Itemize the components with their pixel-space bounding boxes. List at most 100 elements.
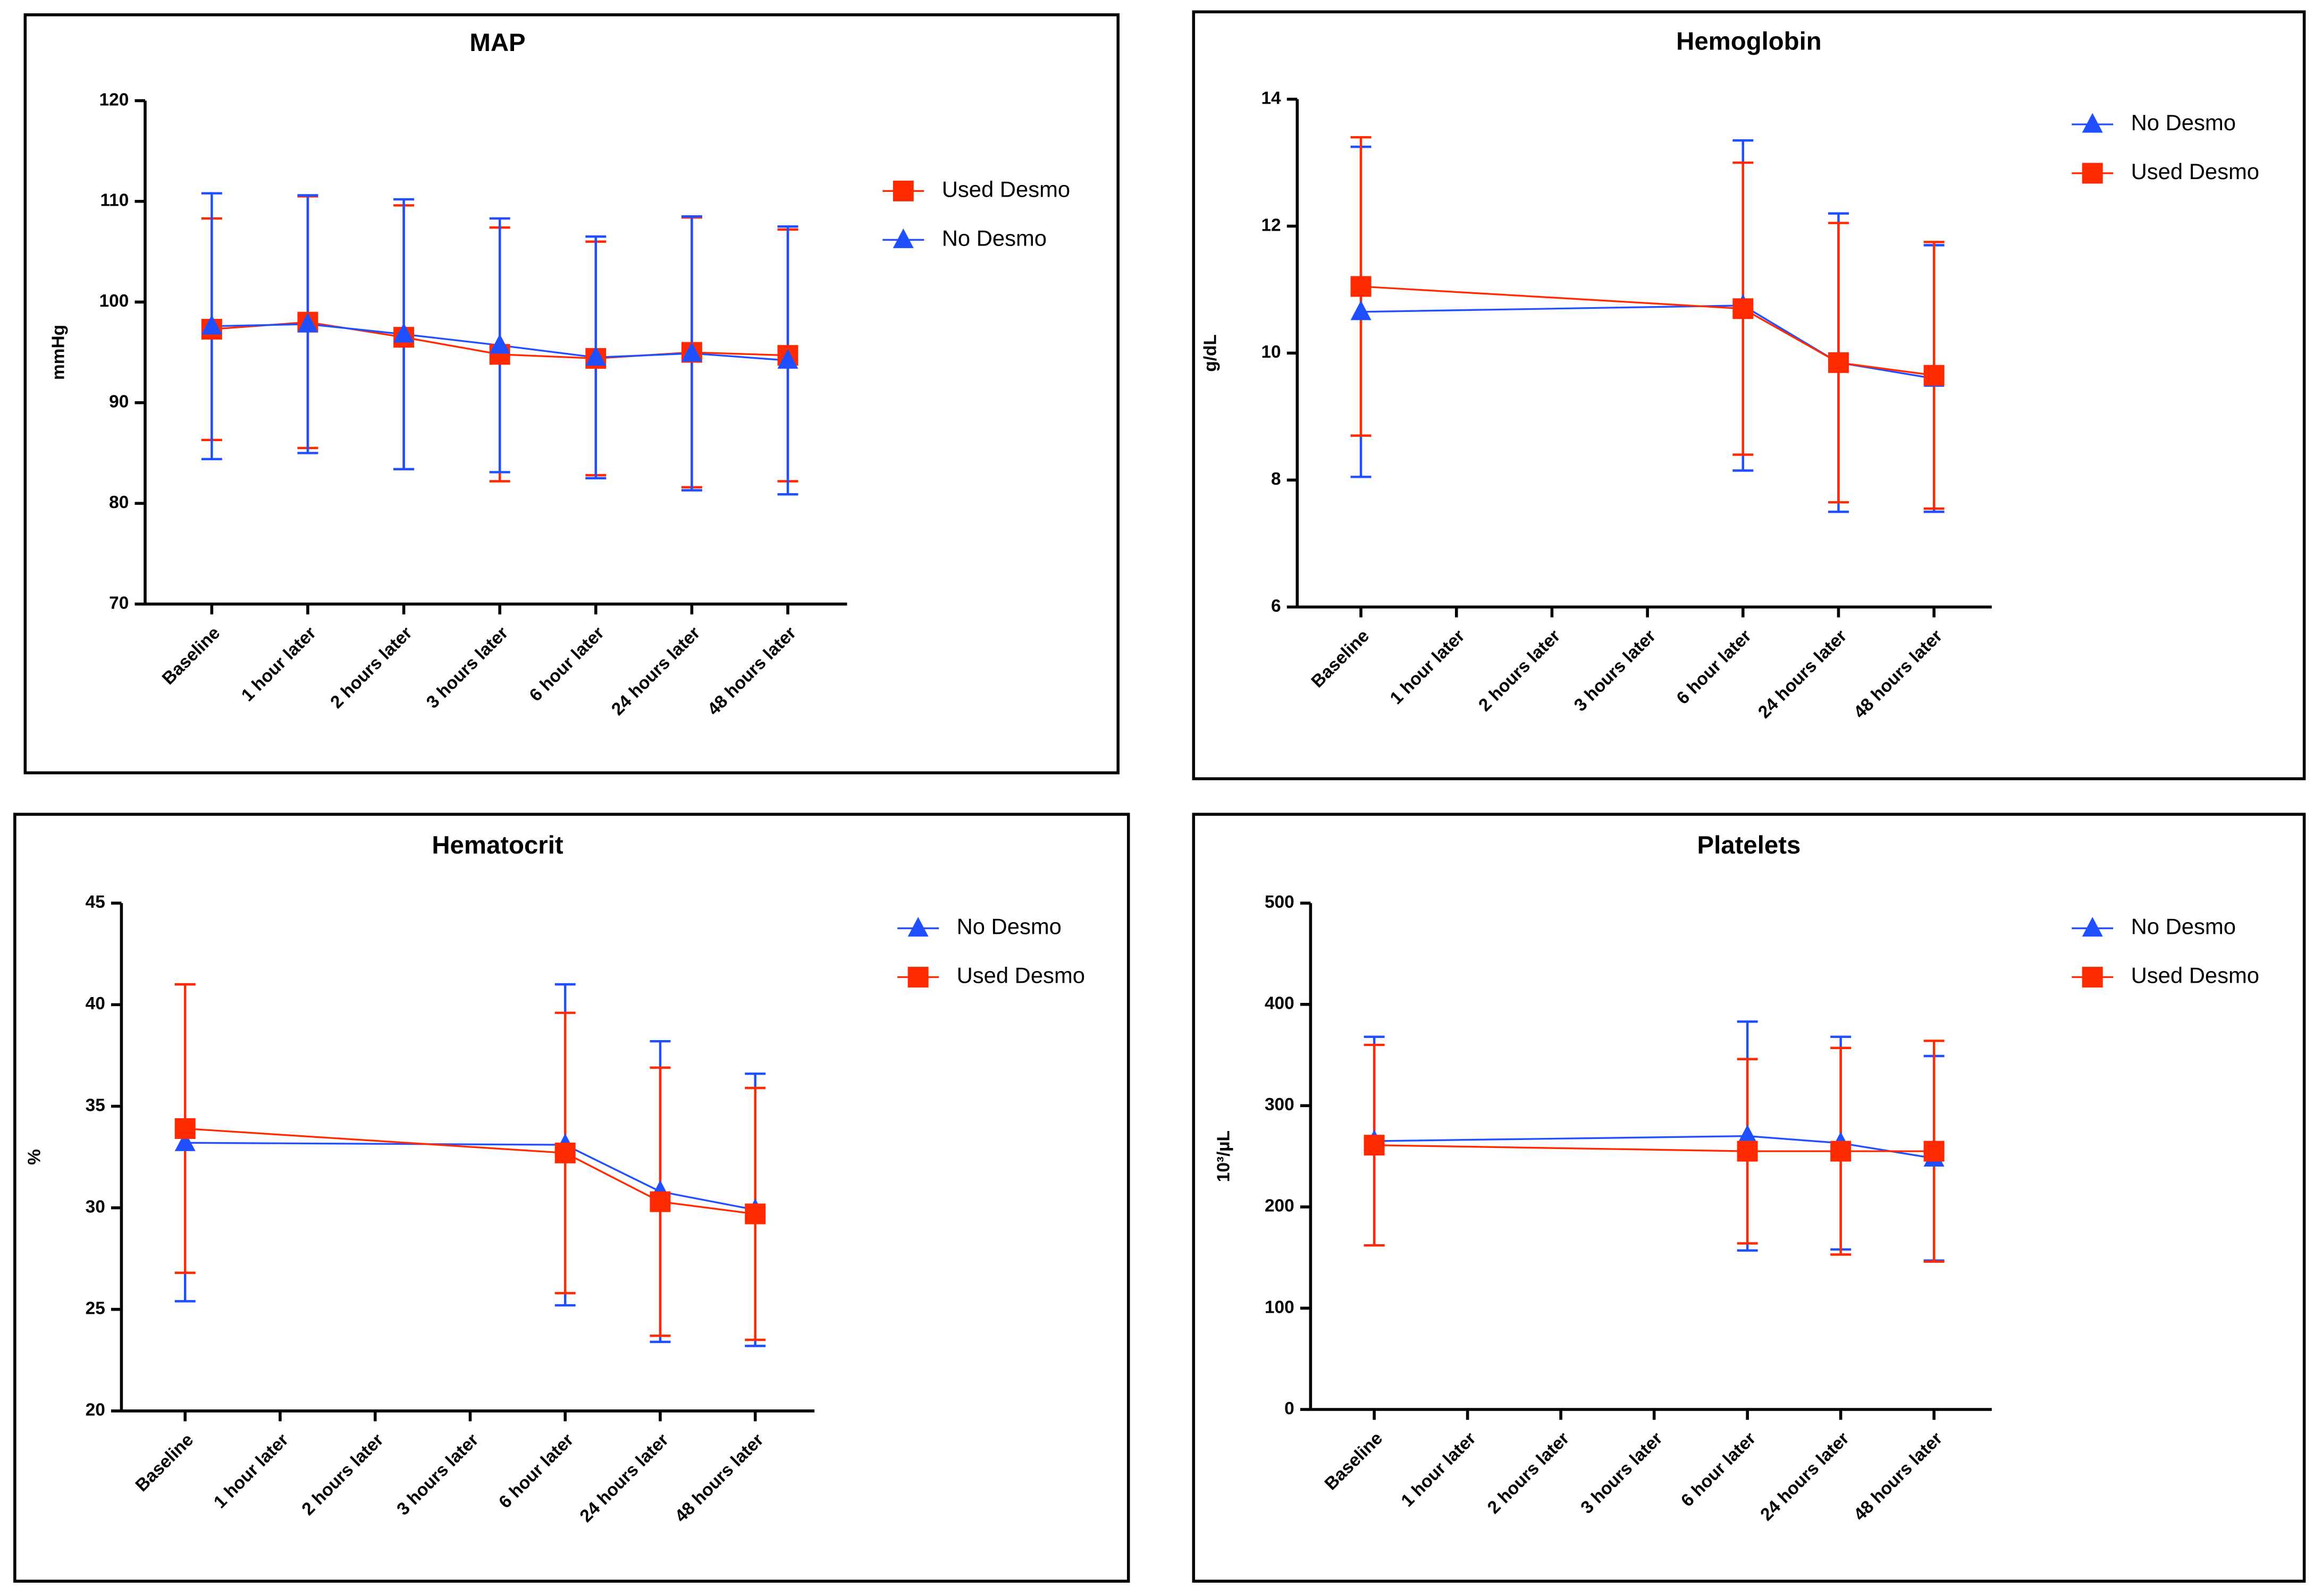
panel: Hemoglobin g/dL 6 8 10 12 14 Baseline 1 hour lat… [1192,10,2306,781]
x-tick-label: 24 hours later [1757,1429,1853,1525]
x-tick-label: 1 hour later [1398,1429,1480,1511]
x-tick-label: 6 hour later [526,623,608,705]
x-tick-label: 24 hours later [576,1430,672,1526]
marker [174,1118,196,1139]
x-tick-label: 1 hour later [1386,626,1469,708]
marker [1732,298,1754,319]
x-tick-label: 3 hours later [393,1430,483,1519]
x-tick-label: 2 hours later [1484,1429,1573,1518]
marker [1737,1141,1758,1162]
legend-label: No Desmo [2131,914,2236,939]
x-tick-label: 24 hours later [1754,626,1850,722]
marker [1350,300,1372,320]
panel: Hematocrit% 20 25 30 35 40 45 Baseline 1 hour la… [13,813,1130,1583]
marker [174,1131,196,1151]
legend-label: Used Desmo [957,963,1085,988]
y-tick-label: 120 [99,90,129,109]
series-line [1374,1144,1934,1152]
y-tick-label: 8 [1271,469,1281,489]
y-tick-label: 10 [1261,342,1281,362]
x-tick-label: 3 hours later [1570,626,1660,715]
y-axis-label: % [25,1149,45,1165]
panel-frame [1192,10,2306,781]
panel-frame [23,13,1120,774]
y-axis-label: 10³/µL [1214,1130,1234,1182]
y-tick-label: 14 [1261,88,1281,108]
marker [777,349,798,369]
y-tick-label: 200 [1265,1196,1294,1216]
marker [1923,1141,1945,1162]
y-tick-label: 35 [86,1095,105,1115]
legend-marker [2082,163,2103,184]
y-tick-label: 20 [86,1400,105,1420]
marker [554,1142,576,1163]
x-tick-label: Baseline [158,623,224,688]
y-tick-label: 45 [86,892,105,912]
marker [745,1203,766,1225]
markers [174,1118,766,1225]
series-line [1360,285,1934,376]
legend-label: Used Desmo [942,176,1070,201]
panel-frame [13,813,1130,1583]
y-tick-label: 6 [1271,596,1281,616]
marker [201,315,222,335]
marker [1828,352,1849,373]
y-tick-label: 500 [1265,892,1294,912]
y-axis-label: mmHg [48,325,68,380]
y-tick-label: 12 [1261,215,1281,235]
y-tick-label: 400 [1265,994,1294,1014]
x-tick-label: 2 hours later [1475,626,1564,715]
y-tick-label: 80 [109,493,129,512]
markers [1364,1125,1945,1167]
chart-title: Hemoglobin [1676,27,1822,55]
x-tick-label: 48 hours later [1850,626,1946,722]
legend-label: No Desmo [957,914,1062,939]
x-tick-label: 48 hours later [1850,1429,1946,1525]
x-tick-label: 3 hours later [1577,1429,1667,1518]
series-line [185,1127,755,1215]
x-tick-label: Baseline [132,1430,197,1496]
y-tick-label: 70 [109,593,129,613]
x-tick-label: 1 hour later [238,623,320,705]
y-tick-label: 25 [86,1299,105,1319]
panel: MAP mmHg 70 80 90 100 110 120 Baseline 1 hour lat… [23,13,1120,774]
x-tick-label: 1 hour later [210,1430,292,1513]
marker [489,334,510,354]
series-line [185,1142,756,1211]
legend-label: Used Desmo [2131,159,2259,184]
marker [1364,1135,1385,1156]
legend-marker [907,967,929,988]
marker [585,346,607,366]
marker [1350,276,1372,297]
panel-frame [1192,813,2306,1583]
marker [393,323,415,343]
x-tick-label: 2 hours later [298,1430,388,1519]
x-tick-label: 3 hours later [423,623,512,712]
x-tick-label: 6 hour later [1677,1429,1760,1511]
legend-label: No Desmo [2131,110,2236,135]
y-tick-label: 90 [109,392,129,412]
chart-title: Hematocrit [432,831,563,859]
legend-label: Used Desmo [2131,963,2259,988]
y-tick-label: 100 [99,291,129,311]
x-tick-label: 48 hours later [704,623,800,719]
marker [681,342,702,362]
y-tick-label: 100 [1265,1297,1294,1317]
marker [650,1191,671,1212]
legend-marker [893,180,914,201]
x-tick-label: 2 hours later [327,623,416,712]
y-tick-label: 30 [86,1197,105,1217]
marker [1830,1141,1852,1162]
chart-title: Platelets [1697,831,1801,859]
markers [201,311,798,369]
panel: Platelets 10³/µL 0 100 200 300 400 500 Baseline 1… [1192,813,2306,1583]
y-tick-label: 110 [100,191,129,210]
legend-label: No Desmo [942,225,1047,250]
marker [1923,365,1945,386]
series-line [1361,305,1934,379]
legend-marker [2082,113,2103,133]
x-tick-label: 6 hour later [495,1430,577,1513]
y-tick-label: 0 [1284,1399,1294,1418]
